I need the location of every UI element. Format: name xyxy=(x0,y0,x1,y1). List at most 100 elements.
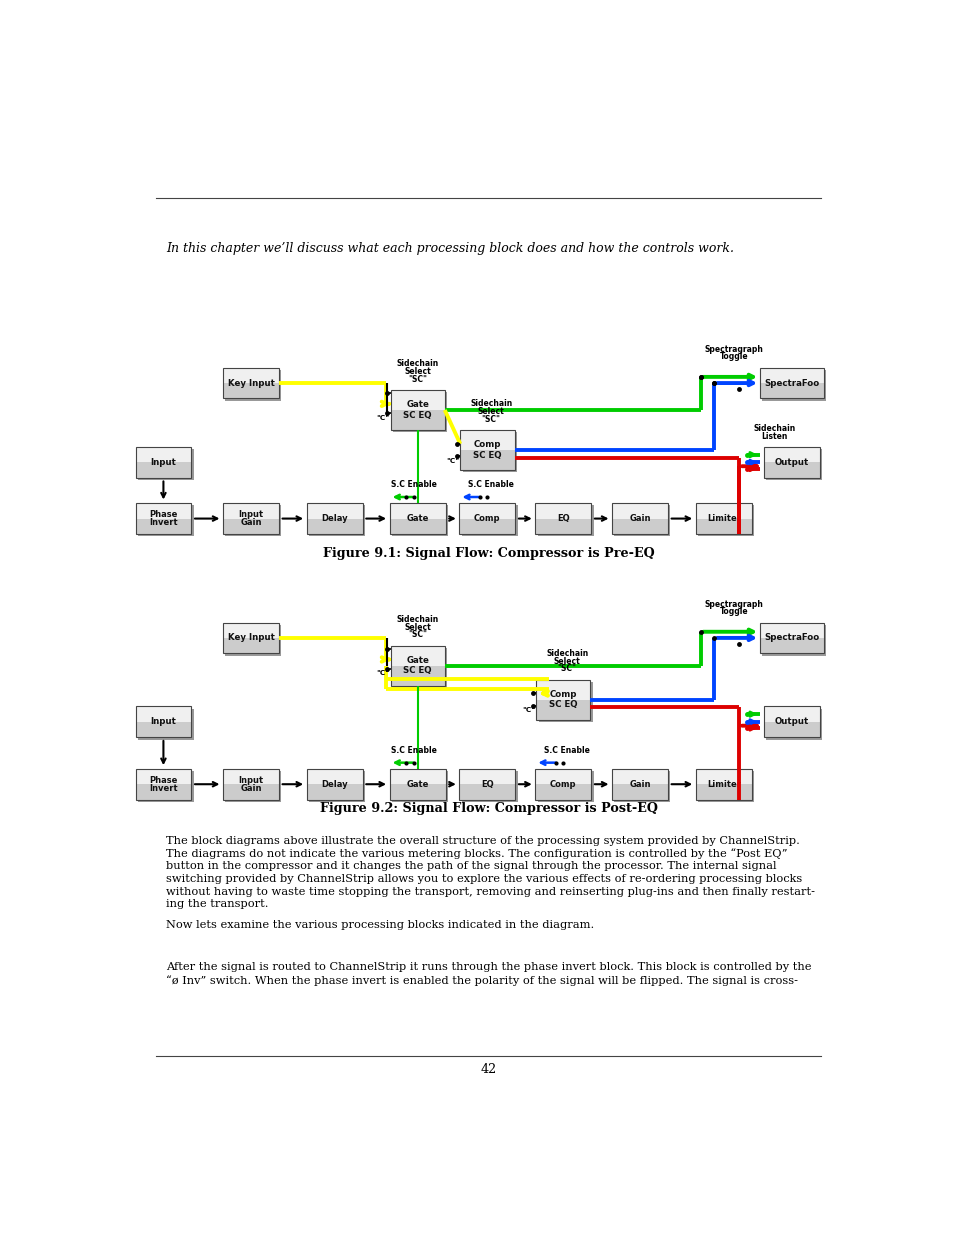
FancyBboxPatch shape xyxy=(307,503,362,519)
Text: SC EQ: SC EQ xyxy=(403,667,432,676)
FancyBboxPatch shape xyxy=(137,450,193,480)
Text: SC EQ: SC EQ xyxy=(403,411,432,420)
Text: Now lets examine the various processing blocks indicated in the diagram.: Now lets examine the various processing … xyxy=(166,920,594,930)
Text: EQ: EQ xyxy=(557,514,569,524)
Text: Limiter: Limiter xyxy=(706,779,740,789)
Text: Delay: Delay xyxy=(321,514,348,524)
Text: Select: Select xyxy=(404,367,431,377)
FancyBboxPatch shape xyxy=(307,519,362,534)
FancyBboxPatch shape xyxy=(223,622,278,638)
FancyBboxPatch shape xyxy=(612,769,667,784)
Text: button in the compressor and it changes the path of the signal through the proce: button in the compressor and it changes … xyxy=(166,861,776,871)
FancyBboxPatch shape xyxy=(135,503,192,519)
Text: S.C Enable: S.C Enable xyxy=(391,746,436,755)
Text: Gate: Gate xyxy=(406,514,428,524)
Text: SC EQ: SC EQ xyxy=(473,451,501,459)
FancyBboxPatch shape xyxy=(137,771,193,802)
Text: Key Input: Key Input xyxy=(228,379,274,388)
Text: switching provided by ChannelStrip allows you to explore the various effects of : switching provided by ChannelStrip allow… xyxy=(166,874,801,884)
FancyBboxPatch shape xyxy=(225,771,281,802)
Text: "C": "C" xyxy=(375,671,389,677)
FancyBboxPatch shape xyxy=(392,771,447,802)
FancyBboxPatch shape xyxy=(225,625,281,656)
Text: The block diagrams above illustrate the overall structure of the processing syst: The block diagrams above illustrate the … xyxy=(166,836,799,846)
FancyBboxPatch shape xyxy=(695,784,751,799)
FancyBboxPatch shape xyxy=(390,390,444,410)
Text: Gate: Gate xyxy=(406,400,429,409)
FancyBboxPatch shape xyxy=(698,505,753,536)
Text: Toggle: Toggle xyxy=(719,352,747,362)
Text: Figure 9.1: Signal Flow: Compressor is Pre-EQ: Figure 9.1: Signal Flow: Compressor is P… xyxy=(323,547,654,561)
FancyBboxPatch shape xyxy=(761,625,825,656)
Text: 42: 42 xyxy=(480,1063,497,1077)
FancyBboxPatch shape xyxy=(137,505,193,536)
Text: Comp: Comp xyxy=(550,779,576,789)
Text: SpectraFoo: SpectraFoo xyxy=(763,634,819,642)
Text: Sidechain: Sidechain xyxy=(470,399,512,409)
Text: “ø Inv” switch. When the phase invert is enabled the polarity of the signal will: “ø Inv” switch. When the phase invert is… xyxy=(166,974,797,986)
Text: Select: Select xyxy=(477,408,504,416)
Text: Select: Select xyxy=(404,622,431,632)
FancyBboxPatch shape xyxy=(459,784,515,799)
FancyBboxPatch shape xyxy=(390,410,444,430)
FancyBboxPatch shape xyxy=(461,505,517,536)
FancyBboxPatch shape xyxy=(307,784,362,799)
FancyBboxPatch shape xyxy=(763,447,819,462)
FancyBboxPatch shape xyxy=(535,503,591,519)
Text: In this chapter we’ll discuss what each processing block does and how the contro: In this chapter we’ll discuss what each … xyxy=(166,242,733,254)
FancyBboxPatch shape xyxy=(393,648,447,688)
FancyBboxPatch shape xyxy=(535,519,591,534)
FancyBboxPatch shape xyxy=(535,769,591,784)
Text: Sidechain: Sidechain xyxy=(396,615,438,624)
Text: Gate: Gate xyxy=(406,779,428,789)
FancyBboxPatch shape xyxy=(135,769,192,784)
Text: SpectraFoo: SpectraFoo xyxy=(763,379,819,388)
FancyBboxPatch shape xyxy=(390,784,445,799)
FancyBboxPatch shape xyxy=(612,784,667,799)
Text: Sidechain: Sidechain xyxy=(396,359,438,368)
Text: Sidechain: Sidechain xyxy=(545,648,588,658)
FancyBboxPatch shape xyxy=(459,430,514,450)
FancyBboxPatch shape xyxy=(695,519,751,534)
FancyBboxPatch shape xyxy=(761,370,825,401)
Text: Gate: Gate xyxy=(406,656,429,664)
FancyBboxPatch shape xyxy=(390,519,445,534)
Text: Invert: Invert xyxy=(149,517,177,527)
FancyBboxPatch shape xyxy=(536,699,590,720)
FancyBboxPatch shape xyxy=(765,450,821,480)
FancyBboxPatch shape xyxy=(765,709,821,740)
FancyBboxPatch shape xyxy=(390,666,444,685)
Text: Gain: Gain xyxy=(629,779,650,789)
Text: ing the transport.: ing the transport. xyxy=(166,899,268,909)
Text: EQ: EQ xyxy=(480,779,493,789)
FancyBboxPatch shape xyxy=(135,706,192,721)
FancyBboxPatch shape xyxy=(760,622,822,638)
FancyBboxPatch shape xyxy=(459,503,515,519)
Text: Output: Output xyxy=(774,718,808,726)
FancyBboxPatch shape xyxy=(390,646,444,666)
FancyBboxPatch shape xyxy=(135,462,192,478)
FancyBboxPatch shape xyxy=(307,769,362,784)
Text: Comp: Comp xyxy=(474,514,500,524)
FancyBboxPatch shape xyxy=(223,638,278,653)
Text: Input: Input xyxy=(151,718,176,726)
FancyBboxPatch shape xyxy=(390,503,445,519)
FancyBboxPatch shape xyxy=(135,784,192,799)
FancyBboxPatch shape xyxy=(760,383,822,399)
FancyBboxPatch shape xyxy=(223,368,278,383)
FancyBboxPatch shape xyxy=(763,721,819,737)
Text: Comp: Comp xyxy=(549,690,577,699)
Text: Comp: Comp xyxy=(473,441,500,450)
Text: "C": "C" xyxy=(375,415,389,421)
Text: Toggle: Toggle xyxy=(719,608,747,616)
Text: Output: Output xyxy=(774,458,808,467)
FancyBboxPatch shape xyxy=(760,638,822,653)
FancyBboxPatch shape xyxy=(223,784,278,799)
Text: "SC": "SC" xyxy=(408,630,427,640)
FancyBboxPatch shape xyxy=(461,771,517,802)
FancyBboxPatch shape xyxy=(309,771,365,802)
FancyBboxPatch shape xyxy=(763,462,819,478)
FancyBboxPatch shape xyxy=(135,519,192,534)
Text: "SC": "SC" xyxy=(558,664,577,673)
FancyBboxPatch shape xyxy=(459,519,515,534)
